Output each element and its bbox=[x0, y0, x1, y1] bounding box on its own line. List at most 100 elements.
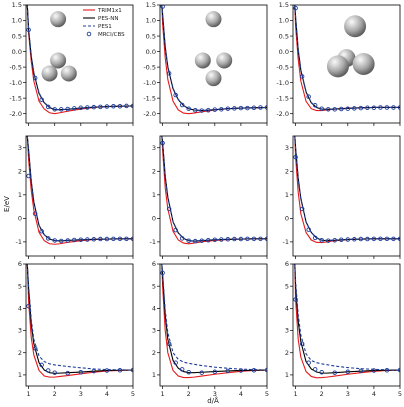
data-point-mrci bbox=[384, 105, 390, 110]
data-point-mrci bbox=[245, 105, 250, 111]
y-tick-label: 1.5 bbox=[279, 1, 289, 9]
data-point-mrci bbox=[58, 107, 64, 112]
x-tick-label: 1 bbox=[294, 390, 298, 398]
data-point-mrci bbox=[39, 97, 44, 102]
atom-sphere bbox=[194, 52, 211, 69]
data-point-mrci bbox=[258, 236, 263, 242]
y-tick-label: 1 bbox=[152, 371, 156, 379]
data-point-mrci bbox=[397, 367, 400, 373]
data-point-mrci bbox=[232, 236, 237, 242]
data-point-mrci bbox=[251, 236, 257, 242]
data-point-mrci bbox=[91, 104, 97, 110]
y-tick-label: -1.5 bbox=[143, 94, 156, 102]
series-line bbox=[161, 136, 267, 242]
data-point-mrci bbox=[225, 106, 231, 111]
x-tick-label: 4 bbox=[239, 390, 243, 398]
data-point-mrci bbox=[258, 105, 263, 110]
data-point-mrci bbox=[160, 5, 165, 9]
y-tick-label: 0 bbox=[18, 215, 22, 223]
atom-sphere bbox=[41, 65, 58, 82]
data-point-mrci bbox=[166, 71, 172, 76]
data-point-mrci bbox=[397, 236, 400, 242]
y-tick-label: 5 bbox=[18, 282, 22, 290]
y-tick-label: 4 bbox=[152, 305, 156, 313]
data-point-mrci bbox=[238, 105, 244, 111]
x-axis-label: d/Å bbox=[207, 396, 219, 405]
x-tick-label: 3 bbox=[346, 390, 350, 398]
y-tick-label: 0.0 bbox=[279, 48, 289, 56]
legend-label: MRCI/CBS bbox=[98, 32, 125, 38]
series-line bbox=[294, 136, 400, 242]
data-point-mrci bbox=[352, 106, 357, 111]
series-pes-nn bbox=[26, 264, 133, 374]
data-point-mrci bbox=[264, 367, 267, 373]
data-point-mrci bbox=[39, 229, 44, 234]
data-point-mrci bbox=[32, 346, 38, 351]
series-trim1x1 bbox=[26, 136, 133, 245]
data-point-mrci bbox=[111, 236, 116, 242]
series-pes1 bbox=[161, 5, 267, 112]
data-point-mrci bbox=[179, 236, 185, 241]
x-tick-label: 4 bbox=[372, 390, 376, 398]
data-point-mrci bbox=[45, 236, 51, 241]
x-tick-label: 2 bbox=[320, 390, 324, 398]
data-point-mrci bbox=[339, 237, 344, 243]
data-point-mrci bbox=[45, 104, 51, 110]
data-point-mrci bbox=[365, 236, 370, 242]
x-tick-label: 5 bbox=[131, 390, 135, 398]
data-point-mrci bbox=[332, 237, 338, 243]
series-mrci-cbs bbox=[160, 140, 267, 244]
data-point-mrci bbox=[91, 368, 97, 374]
series-pes1 bbox=[294, 136, 400, 242]
data-point-mrci bbox=[65, 370, 71, 376]
y-tick-label: 3 bbox=[152, 144, 156, 152]
axes-frame bbox=[159, 135, 268, 257]
atom-sphere bbox=[352, 53, 375, 75]
data-point-mrci bbox=[319, 106, 324, 111]
y-tick-label: 0 bbox=[152, 215, 156, 223]
data-point-mrci bbox=[293, 5, 298, 11]
data-point-mrci bbox=[378, 105, 383, 110]
y-tick-label: 1.0 bbox=[12, 17, 22, 25]
data-point-mrci bbox=[391, 105, 396, 110]
data-point-mrci bbox=[299, 74, 305, 79]
series-mrci-cbs bbox=[26, 303, 133, 376]
data-point-mrci bbox=[306, 360, 311, 365]
data-point-mrci bbox=[104, 236, 110, 242]
x-tick-label: 1 bbox=[161, 390, 165, 398]
series-line bbox=[294, 264, 400, 379]
data-point-mrci bbox=[238, 236, 244, 242]
data-point-mrci bbox=[192, 108, 198, 113]
panel-0-1: -2.0 -1.5 -1.0 -0.5 0.0 0.5 1.0 1.5 bbox=[143, 1, 268, 126]
y-tick-label: 1.5 bbox=[146, 1, 156, 9]
legend-marker bbox=[86, 31, 92, 37]
data-point-mrci bbox=[98, 104, 103, 110]
data-point-mrci bbox=[384, 236, 390, 242]
data-point-mrci bbox=[299, 341, 305, 347]
series-pes1 bbox=[26, 264, 133, 371]
series-pes-nn bbox=[161, 136, 267, 242]
y-tick-label: 0.5 bbox=[279, 32, 289, 40]
y-tick-label: 3 bbox=[18, 144, 22, 152]
data-point-mrci bbox=[98, 236, 103, 242]
axes-frame bbox=[159, 263, 268, 387]
data-point-mrci bbox=[199, 238, 205, 243]
y-tick-label: -0.5 bbox=[276, 63, 289, 71]
series-trim1x1 bbox=[161, 264, 267, 379]
data-point-mrci bbox=[65, 106, 71, 112]
y-tick-label: 5 bbox=[285, 282, 289, 290]
axes-frame bbox=[292, 135, 401, 257]
data-point-mrci bbox=[312, 103, 318, 108]
data-point-mrci bbox=[91, 237, 97, 242]
y-tick-label: -1 bbox=[283, 238, 289, 246]
y-tick-label: 2 bbox=[152, 349, 156, 357]
series-trim1x1 bbox=[26, 264, 133, 378]
axes-frame bbox=[25, 135, 134, 257]
panel-2-1: 1 2 3 4 5 6 1 2 3 4 5 bbox=[152, 260, 269, 398]
data-point-mrci bbox=[371, 105, 377, 111]
data-point-mrci bbox=[45, 368, 51, 373]
data-point-mrci bbox=[39, 362, 44, 368]
data-point-mrci bbox=[358, 236, 364, 242]
data-point-mrci bbox=[160, 140, 165, 146]
y-tick-label: 0.5 bbox=[146, 32, 156, 40]
